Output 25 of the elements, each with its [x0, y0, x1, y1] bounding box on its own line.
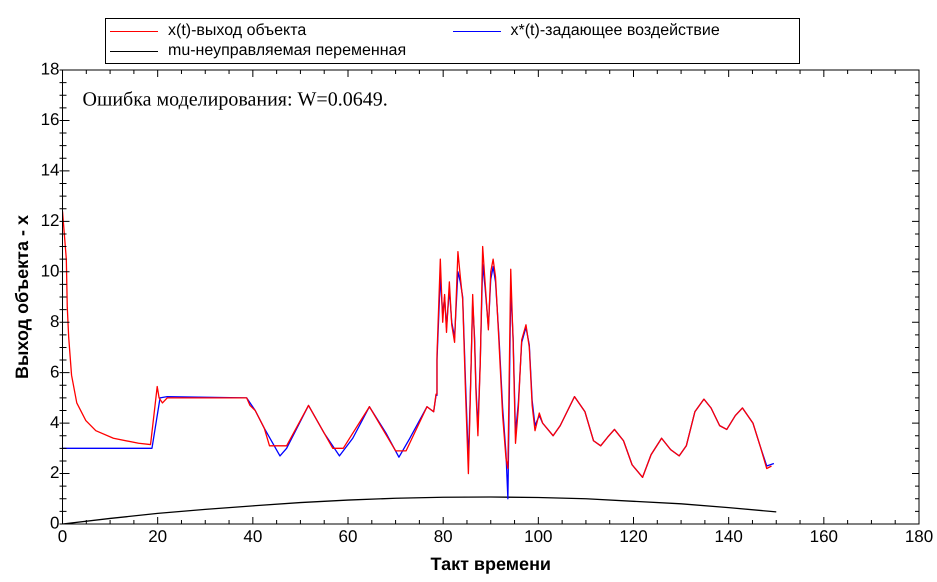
y-tick-label: 18 [40, 60, 60, 79]
x-tick-label: 120 [619, 526, 648, 546]
y-tick-label: 8 [50, 312, 60, 331]
x-tick-label: 20 [148, 526, 168, 546]
legend-label: x(t)-выход объекта [168, 21, 306, 41]
y-axis-title: Выход объекта - x [12, 215, 32, 379]
y-tick-label: 6 [50, 362, 60, 382]
y-tick-label: 16 [40, 110, 60, 130]
y-tick-label: 12 [40, 211, 60, 230]
x-tick-label: 80 [434, 526, 453, 546]
x-tick-label: 160 [810, 526, 838, 546]
y-tick-label: 10 [40, 261, 60, 280]
x-tick-label: 180 [904, 526, 934, 546]
y-tick-label: 14 [40, 160, 60, 180]
legend-label: x*(t)-задающее воздействие [510, 21, 720, 41]
x-tick-label: 60 [338, 526, 358, 546]
y-tick-label: 4 [50, 412, 60, 432]
x-tick-label: 100 [524, 526, 553, 546]
x-tick-label: 40 [243, 526, 262, 546]
legend-label: mu-неуправляемая переменная [168, 41, 406, 61]
y-tick-label: 2 [50, 463, 60, 482]
x-tick-label: 140 [714, 526, 743, 546]
y-tick-label: 0 [50, 514, 60, 533]
annotation: Ошибка моделирования: W=0.0649. [82, 88, 388, 110]
x-axis-title: Такт времени [430, 554, 551, 574]
